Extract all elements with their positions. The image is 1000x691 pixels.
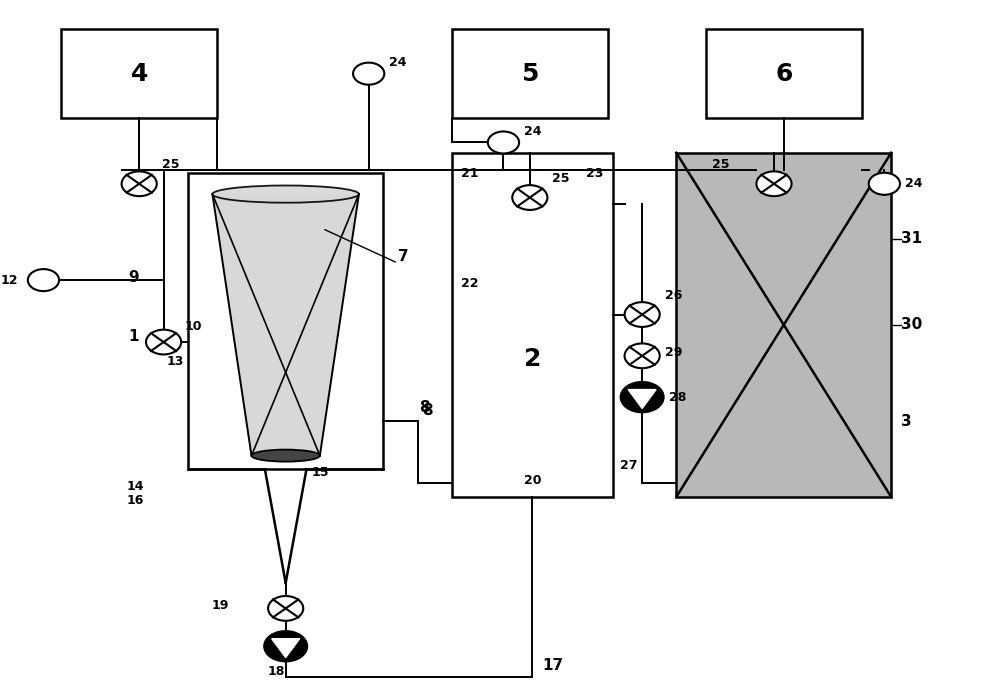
Text: 25: 25 bbox=[552, 172, 570, 184]
Circle shape bbox=[122, 171, 157, 196]
Circle shape bbox=[512, 185, 547, 210]
Circle shape bbox=[621, 382, 664, 413]
Circle shape bbox=[353, 63, 384, 85]
Text: 13: 13 bbox=[167, 355, 184, 368]
Text: 26: 26 bbox=[665, 289, 682, 302]
Text: 25: 25 bbox=[162, 158, 179, 171]
Text: 3: 3 bbox=[901, 414, 912, 428]
Text: 2: 2 bbox=[524, 348, 541, 371]
Circle shape bbox=[28, 269, 59, 291]
Bar bbox=[676, 153, 891, 497]
Text: 16: 16 bbox=[127, 494, 144, 507]
Polygon shape bbox=[272, 638, 300, 658]
Circle shape bbox=[264, 631, 307, 661]
Text: 17: 17 bbox=[542, 658, 563, 673]
Circle shape bbox=[625, 302, 660, 327]
Text: 14: 14 bbox=[127, 480, 144, 493]
Text: 22: 22 bbox=[461, 277, 479, 290]
Text: 12: 12 bbox=[1, 274, 18, 287]
Text: 10: 10 bbox=[184, 320, 202, 333]
Ellipse shape bbox=[251, 450, 320, 462]
Ellipse shape bbox=[212, 185, 359, 202]
Text: 9: 9 bbox=[129, 269, 139, 285]
Text: 31: 31 bbox=[901, 231, 922, 246]
Text: 1: 1 bbox=[129, 329, 139, 343]
Text: 27: 27 bbox=[620, 460, 637, 473]
Text: 24: 24 bbox=[389, 56, 407, 69]
Text: 8: 8 bbox=[419, 400, 430, 415]
Circle shape bbox=[268, 596, 303, 621]
Bar bbox=[452, 153, 613, 497]
Circle shape bbox=[488, 131, 519, 153]
Text: 20: 20 bbox=[524, 473, 541, 486]
Text: 30: 30 bbox=[901, 317, 922, 332]
Text: 6: 6 bbox=[775, 61, 792, 86]
Bar bbox=[452, 29, 608, 118]
Text: 7: 7 bbox=[398, 249, 409, 264]
Text: 24: 24 bbox=[905, 178, 922, 190]
Circle shape bbox=[625, 343, 660, 368]
Text: 23: 23 bbox=[586, 167, 603, 180]
Text: 19: 19 bbox=[212, 599, 229, 612]
Text: 21: 21 bbox=[461, 167, 479, 180]
Text: 5: 5 bbox=[521, 61, 539, 86]
Bar bbox=[706, 29, 862, 118]
Text: 18: 18 bbox=[267, 665, 285, 679]
Polygon shape bbox=[628, 390, 656, 408]
Text: 29: 29 bbox=[665, 346, 682, 359]
Text: 4: 4 bbox=[130, 61, 148, 86]
Circle shape bbox=[756, 171, 792, 196]
Text: 25: 25 bbox=[712, 158, 730, 171]
Circle shape bbox=[869, 173, 900, 195]
Bar bbox=[61, 29, 217, 118]
Polygon shape bbox=[212, 194, 359, 455]
Circle shape bbox=[146, 330, 181, 354]
Text: 8: 8 bbox=[422, 404, 433, 418]
Text: 28: 28 bbox=[669, 390, 686, 404]
Text: 24: 24 bbox=[524, 125, 541, 138]
Bar bbox=[188, 173, 383, 469]
Text: 15: 15 bbox=[311, 466, 329, 480]
